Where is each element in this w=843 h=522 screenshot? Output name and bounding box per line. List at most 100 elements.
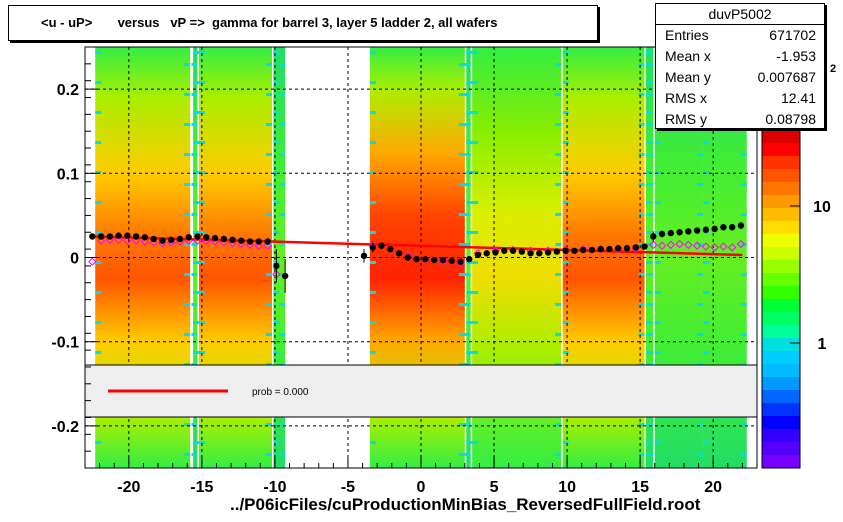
gauss-point (719, 242, 728, 251)
gauss-point (210, 237, 220, 246)
band-speckle (369, 261, 376, 264)
gauss-point (684, 240, 693, 250)
band-speckle (95, 201, 102, 204)
band-speckle (198, 81, 205, 84)
band-speckle (555, 333, 562, 336)
band-speckle (198, 171, 205, 174)
band-speckle (193, 171, 200, 174)
stats-meanx-value: -1.953 (776, 48, 816, 64)
profile-point (737, 222, 745, 229)
band-speckle (696, 333, 703, 336)
fit-line (92, 235, 743, 257)
band-speckle (472, 81, 479, 84)
band-speckle (369, 81, 376, 84)
y-tick-label: -0.1 (51, 335, 79, 352)
band-speckle (645, 51, 652, 54)
band-speckle (458, 273, 465, 276)
profile-point (711, 225, 718, 233)
band-speckle (198, 441, 205, 444)
band-speckle (466, 261, 473, 264)
band-speckle (555, 273, 562, 276)
profile-point (474, 251, 482, 259)
band-speckle (273, 171, 280, 174)
gauss-point (114, 235, 123, 245)
profile-point (527, 250, 534, 257)
profile-point (132, 233, 140, 240)
y-tick-label: 0 (70, 251, 79, 268)
band-speckle (647, 183, 654, 186)
x-tick-label: -5 (341, 479, 355, 496)
band-speckle (466, 441, 473, 444)
band-speckle (702, 171, 709, 174)
band-speckle (458, 123, 465, 126)
band-speckle (562, 81, 569, 84)
band-speckle (466, 321, 473, 324)
band-speckle (638, 273, 645, 276)
band-speckle (555, 423, 562, 426)
profile-point (124, 232, 131, 239)
band-speckle (464, 213, 471, 216)
x-tick-label: 5 (490, 479, 499, 496)
profile-point (89, 233, 96, 240)
band-speckle (458, 303, 465, 306)
color-scale-swatch (762, 351, 800, 365)
band-speckle (369, 111, 376, 114)
gauss-point (245, 240, 255, 250)
profile-point (115, 232, 122, 239)
band-speckle (198, 51, 205, 54)
band-speckle (191, 93, 198, 96)
gauss-point (105, 235, 115, 245)
band-speckle (193, 81, 200, 84)
band-speckle (638, 153, 645, 156)
gauss-point (123, 236, 132, 245)
band-speckle (472, 321, 479, 324)
profile-point (492, 249, 499, 256)
band-speckle (464, 273, 471, 276)
band-speckle (702, 141, 709, 144)
band-speckle (645, 441, 652, 444)
y-tick-label: -0.2 (51, 419, 79, 436)
band-speckle (95, 51, 102, 54)
band-speckle (740, 213, 747, 216)
band-speckle (702, 261, 709, 264)
color-scale-swatch (762, 130, 800, 144)
band-speckle (638, 123, 645, 126)
color-scale-swatch (762, 234, 800, 248)
band-speckle (472, 171, 479, 174)
band-speckle (654, 171, 661, 174)
color-scale-swatch (762, 390, 800, 404)
band-speckle (273, 111, 280, 114)
profile-point (176, 235, 184, 243)
band-speckle (645, 141, 652, 144)
band-speckle (184, 453, 191, 456)
band-speckle (279, 213, 286, 216)
profile-point (194, 233, 201, 240)
band-speckle (740, 153, 747, 156)
gauss-point (228, 238, 237, 248)
color-scale-swatch (762, 156, 800, 170)
band-speckle (265, 243, 272, 246)
band-speckle (458, 93, 465, 96)
band-speckle (562, 201, 569, 204)
band-speckle (740, 273, 747, 276)
band-speckle (198, 261, 205, 264)
chart-title: <u - uP> versus vP => gamma for barrel 3… (8, 5, 598, 41)
band-speckle (95, 321, 102, 324)
color-scale-swatch (762, 364, 800, 378)
band-speckle (466, 171, 473, 174)
band-speckle (191, 123, 198, 126)
band-speckle (193, 111, 200, 114)
band-speckle (265, 183, 272, 186)
gauss-point (666, 240, 676, 250)
band-speckle (464, 333, 471, 336)
gauss-point (649, 240, 658, 250)
band-speckle (647, 153, 654, 156)
band-speckle (458, 183, 465, 186)
profile-point (544, 249, 552, 256)
band-speckle (555, 93, 562, 96)
band-speckle (472, 201, 479, 204)
profile-point (720, 223, 727, 231)
profile-point (378, 242, 385, 249)
stats-meanx-label: Mean x (665, 48, 711, 64)
profile-point (562, 247, 569, 254)
